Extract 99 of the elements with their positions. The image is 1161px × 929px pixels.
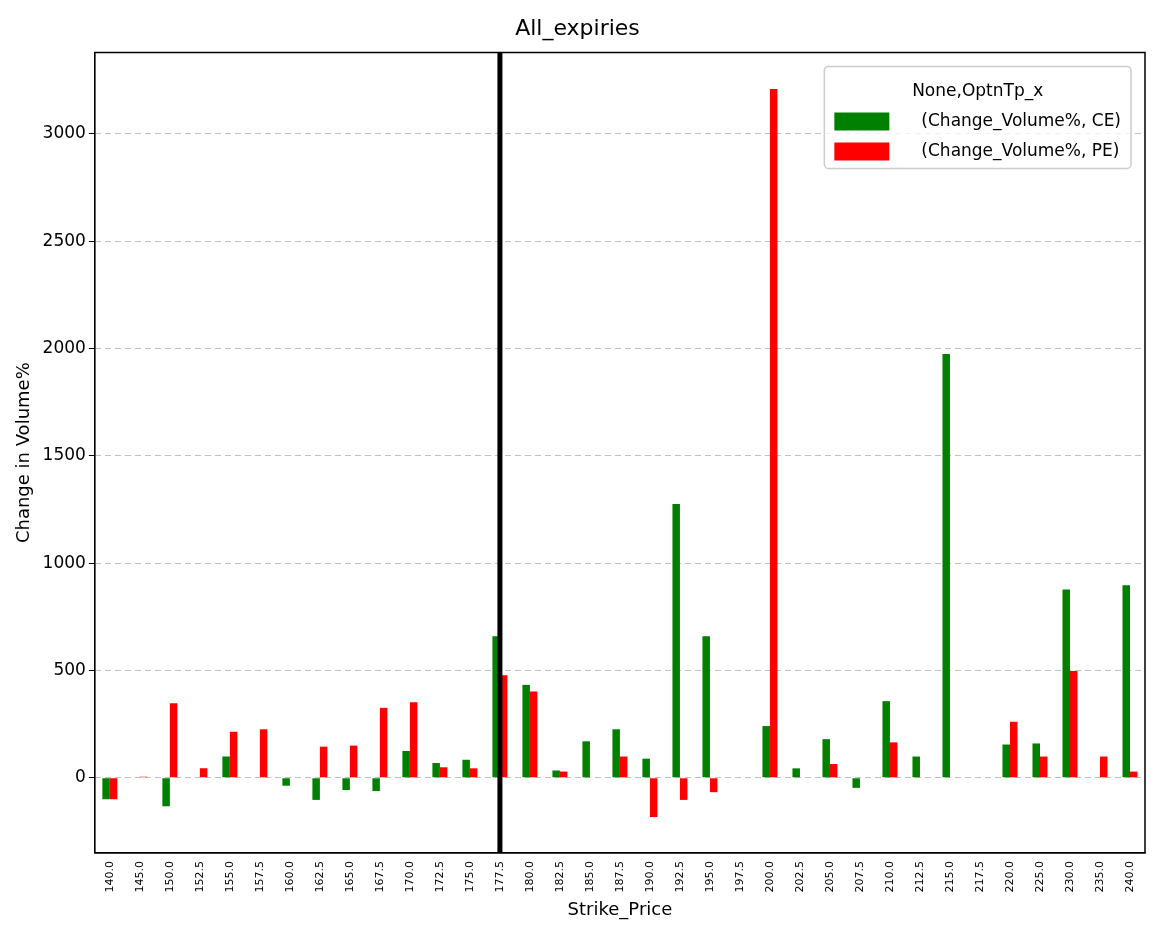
bar	[109, 778, 118, 800]
bar	[199, 768, 208, 778]
bar	[709, 778, 718, 793]
bar	[882, 701, 890, 778]
bar	[912, 756, 920, 778]
bar	[1002, 744, 1010, 778]
bar	[612, 729, 620, 778]
x-tick-label: 140.0	[102, 860, 116, 893]
bar	[1062, 589, 1070, 778]
bar	[762, 726, 770, 778]
x-tick-label: 230.0	[1062, 860, 1076, 893]
bar	[582, 741, 590, 778]
x-tick-label: 152.5	[192, 860, 206, 893]
x-tick-label: 240.0	[1122, 860, 1136, 893]
x-tick-label: 235.0	[1092, 860, 1106, 893]
x-tick-label: 207.5	[852, 860, 866, 893]
bar	[409, 702, 418, 778]
y-tick-label: 3000	[42, 122, 86, 143]
y-tick-label: 2000	[42, 336, 86, 357]
bar	[312, 778, 320, 800]
bar	[402, 750, 410, 778]
x-tick-label: 185.0	[582, 860, 596, 893]
x-tick-label: 157.5	[252, 860, 266, 893]
bar	[769, 88, 778, 778]
x-tick-label: 162.5	[312, 860, 326, 893]
bar	[829, 764, 838, 778]
bar	[169, 703, 178, 778]
y-tick-label: 500	[53, 658, 86, 679]
x-tick-label: 172.5	[432, 860, 446, 893]
x-tick-label: 200.0	[762, 860, 776, 893]
chart-title: All_expiries	[515, 14, 640, 41]
bar	[1069, 670, 1078, 778]
bar	[229, 731, 238, 778]
x-tick-label: 205.0	[822, 860, 836, 893]
x-tick-label: 155.0	[222, 860, 236, 893]
bar	[1039, 756, 1048, 778]
bar	[162, 778, 170, 807]
x-axis-title: Strike_Price	[567, 897, 673, 920]
x-tick-label: 195.0	[702, 860, 716, 893]
x-tick-label: 212.5	[912, 860, 926, 893]
bar	[1009, 721, 1018, 778]
bar	[822, 739, 830, 778]
x-tick-label: 165.0	[342, 860, 356, 893]
x-tick-label: 187.5	[612, 860, 626, 893]
bar	[672, 503, 680, 778]
bar	[702, 636, 710, 778]
x-tick-label: 170.0	[402, 860, 416, 893]
bar	[102, 778, 110, 800]
bar	[349, 745, 358, 778]
x-tick-label: 210.0	[882, 860, 896, 893]
legend-title: None,OptnTp_x	[912, 79, 1044, 101]
x-tick-label: 190.0	[642, 860, 656, 893]
bar	[432, 762, 440, 778]
bar	[1122, 585, 1130, 778]
bar	[469, 768, 478, 778]
bar	[552, 770, 560, 778]
x-tick-label: 145.0	[132, 860, 146, 893]
x-tick-label: 175.0	[462, 860, 476, 893]
x-tick-label: 177.5	[492, 860, 506, 893]
legend-label: (Change_Volume%, CE)	[921, 109, 1122, 131]
bar	[439, 767, 448, 778]
bar	[259, 729, 268, 778]
bar	[852, 778, 860, 788]
bar	[379, 707, 388, 778]
bar	[889, 742, 898, 778]
y-axis-title: Change in Volume%	[12, 362, 34, 544]
bar	[1032, 743, 1040, 778]
bar	[282, 778, 290, 786]
x-tick-label: 225.0	[1032, 860, 1046, 893]
x-tick-label: 160.0	[282, 860, 296, 893]
x-tick-label: 180.0	[522, 860, 536, 893]
x-tick-label: 192.5	[672, 860, 686, 893]
y-tick-label: 0	[75, 766, 86, 787]
bar	[679, 778, 688, 800]
bar	[942, 353, 950, 778]
y-tick-label: 1500	[42, 444, 86, 465]
bar	[649, 778, 658, 818]
x-tick-label: 150.0	[162, 860, 176, 893]
x-tick-label: 217.5	[972, 860, 986, 893]
x-tick-label: 167.5	[372, 860, 386, 893]
bar	[619, 756, 628, 778]
x-tick-label: 182.5	[552, 860, 566, 893]
bar	[1099, 756, 1108, 778]
legend-label: (Change_Volume%, PE)	[921, 139, 1120, 161]
bar	[319, 746, 328, 778]
bar	[222, 756, 230, 778]
x-tick-label: 202.5	[792, 860, 806, 893]
bar	[792, 768, 800, 778]
y-tick-label: 2500	[42, 229, 86, 250]
bar	[372, 778, 380, 792]
x-tick-label: 220.0	[1002, 860, 1016, 893]
bar	[522, 684, 530, 778]
bar	[529, 691, 538, 778]
x-tick-label: 197.5	[732, 860, 746, 893]
bar	[462, 759, 470, 778]
x-tick-label: 215.0	[942, 860, 956, 893]
y-tick-label: 1000	[42, 551, 86, 572]
bar	[342, 778, 350, 791]
bar	[642, 758, 650, 778]
